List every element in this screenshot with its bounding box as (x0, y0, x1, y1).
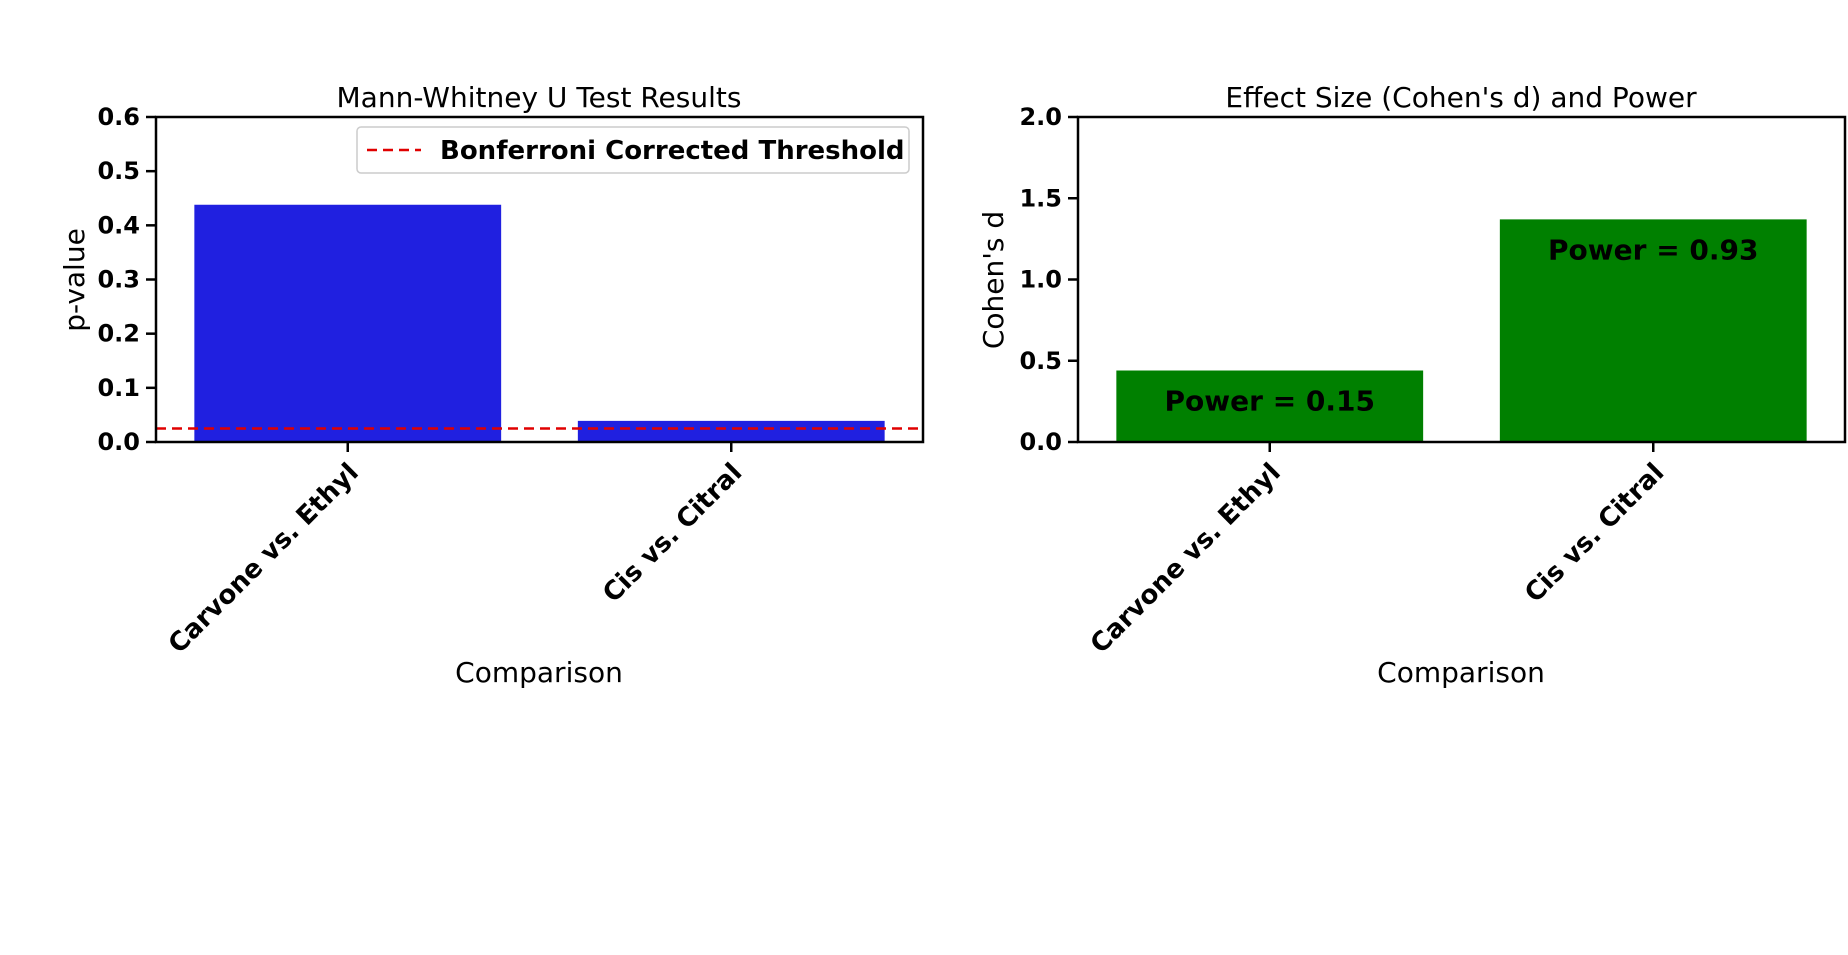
pvalue-y-tick-label: 0.4 (97, 211, 140, 239)
pvalue-chart-title: Mann-Whitney U Test Results (337, 81, 742, 114)
effect-size-y-tick-label: 1.0 (1019, 266, 1062, 294)
effect-size-y-tick-label: 0.5 (1019, 347, 1062, 375)
pvalue-chart-panel: Mann-Whitney U Test Results 0.0 0.1 0.2 0.3… (58, 81, 925, 689)
effect-size-power-label: Power = 0.93 (1548, 233, 1758, 266)
pvalue-x-tick-label: Cis vs. Citral (597, 458, 748, 609)
pvalue-bar (577, 420, 885, 442)
pvalue-y-tick-label: 0.1 (97, 374, 140, 402)
effect-size-y-tick-label: 2.0 (1019, 103, 1062, 131)
pvalue-y-axis-label: p-value (58, 228, 91, 332)
pvalue-bars (194, 204, 885, 442)
legend-threshold-label: Bonferroni Corrected Threshold (440, 136, 905, 166)
pvalue-legend: Bonferroni Corrected Threshold (356, 126, 910, 174)
legend-box (356, 126, 910, 174)
pvalue-bar (194, 204, 502, 442)
pvalue-y-ticks: 0.0 0.1 0.2 0.3 0.4 0.5 0.6 (97, 103, 156, 456)
pvalue-y-tick-label: 0.6 (97, 103, 140, 131)
effect-size-bar (1116, 370, 1424, 442)
effect-size-x-tick-label: Cis vs. Citral (1519, 458, 1670, 609)
effect-size-y-tick-label: 0.0 (1019, 428, 1062, 456)
pvalue-x-ticks: Carvone vs. Ethyl Cis vs. Citral (163, 442, 748, 660)
effect-size-x-axis-label: Comparison (1377, 656, 1545, 689)
pvalue-y-tick-label: 0.5 (97, 157, 140, 185)
effect-size-bars: Power = 0.15 Power = 0.93 (1116, 219, 1807, 442)
effect-size-bar (1499, 219, 1807, 442)
pvalue-y-tick-label: 0.3 (97, 266, 140, 294)
pvalue-x-axis-label: Comparison (455, 656, 623, 689)
effect-size-x-tick-label: Carvone vs. Ethyl (1085, 458, 1287, 660)
effect-size-power-label: Power = 0.15 (1165, 385, 1375, 418)
effect-size-x-ticks: Carvone vs. Ethyl Cis vs. Citral (1085, 442, 1670, 660)
effect-size-y-axis-label: Cohen's d (977, 211, 1010, 349)
effect-size-chart-title: Effect Size (Cohen's d) and Power (1225, 81, 1697, 114)
pvalue-x-tick-label: Carvone vs. Ethyl (163, 458, 365, 660)
pvalue-y-tick-label: 0.2 (97, 320, 140, 348)
effect-size-y-ticks: 0.0 0.5 1.0 1.5 2.0 (1019, 103, 1078, 456)
effect-size-chart-panel: Effect Size (Cohen's d) and Power Power … (977, 81, 1847, 689)
pvalue-y-tick-label: 0.0 (97, 428, 140, 456)
effect-size-y-tick-label: 1.5 (1019, 184, 1062, 212)
